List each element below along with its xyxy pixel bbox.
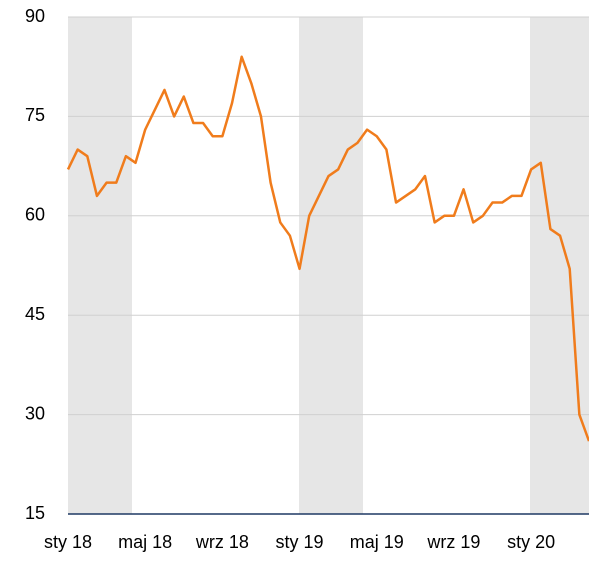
y-tick-label: 15 <box>25 503 45 523</box>
x-tick-label: sty 19 <box>276 532 324 552</box>
x-tick-label: sty 18 <box>44 532 92 552</box>
shaded-period <box>68 17 132 514</box>
shaded-period <box>299 17 363 514</box>
y-tick-label: 30 <box>25 403 45 423</box>
y-tick-label: 45 <box>25 304 45 324</box>
x-tick-label: maj 19 <box>350 532 404 552</box>
x-tick-label: wrz 19 <box>426 532 480 552</box>
x-tick-label: sty 20 <box>507 532 555 552</box>
y-tick-label: 75 <box>25 105 45 125</box>
y-tick-label: 90 <box>25 6 45 26</box>
shaded-period <box>530 17 589 514</box>
y-tick-label: 60 <box>25 205 45 225</box>
x-tick-label: maj 18 <box>118 532 172 552</box>
line-series <box>66 55 589 442</box>
x-tick-label: wrz 18 <box>195 532 249 552</box>
